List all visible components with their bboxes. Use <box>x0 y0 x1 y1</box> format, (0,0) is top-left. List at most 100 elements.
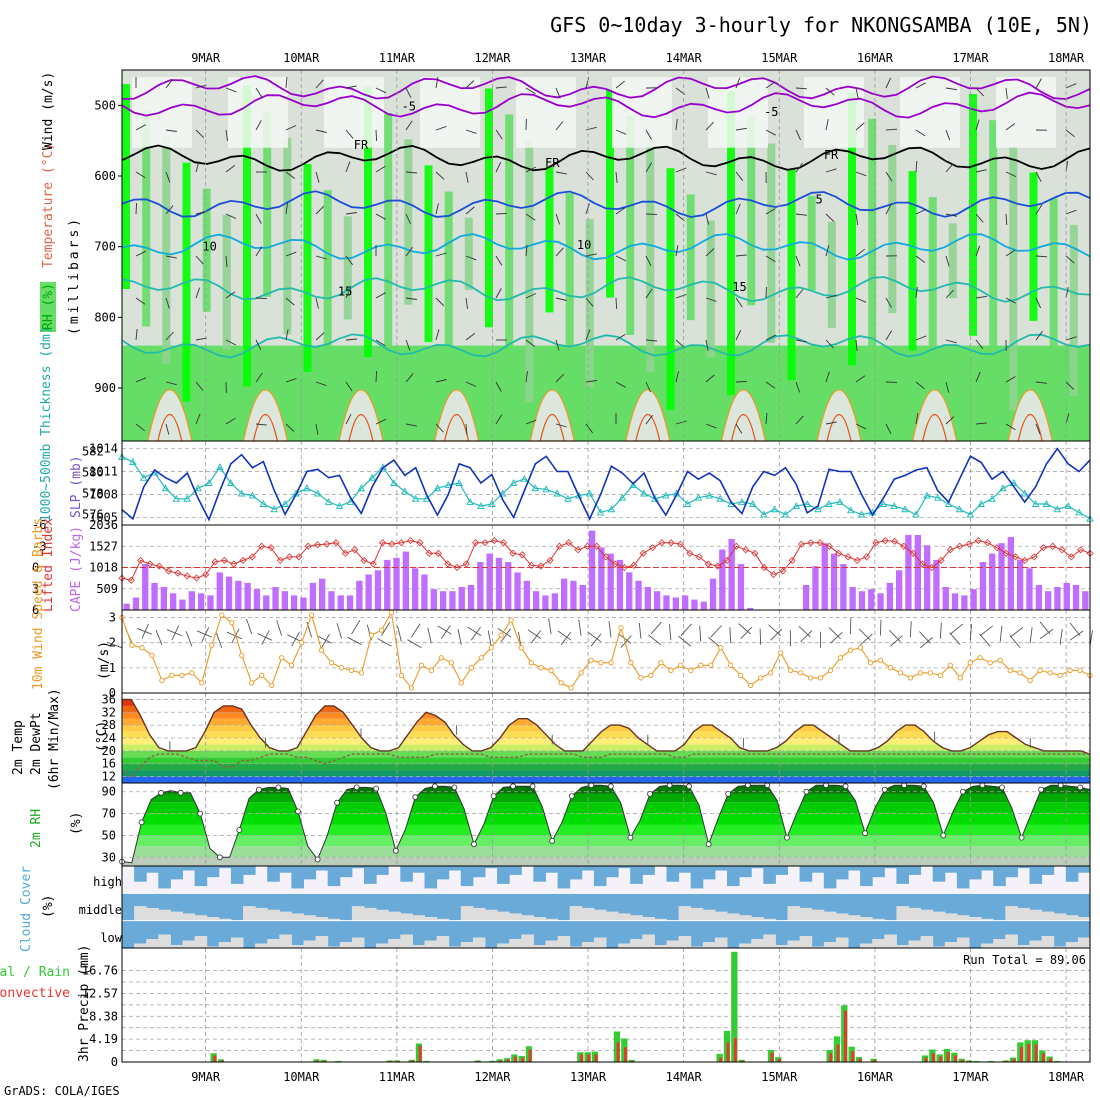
li-point-12 <box>230 560 238 568</box>
thickness-point-34 <box>488 500 496 507</box>
upper-wind-barb <box>645 288 653 299</box>
cape-bar-96 <box>1017 559 1024 610</box>
bottom-date-axis: 9MAR 10MAR 11MAR 12MAR 13MAR 14MAR 15MAR 16MAR 1… <box>191 1070 1085 1084</box>
cape-bar-7 <box>188 591 195 610</box>
precip-convective-bar-39 <box>411 1060 415 1062</box>
upper-wind-barb <box>525 339 536 347</box>
cloud-middle-bar-22 <box>388 911 401 921</box>
wind-speed-point-4 <box>159 677 165 684</box>
upper-wind-barb <box>765 255 776 263</box>
upper-wind-barb <box>525 371 528 383</box>
cloud-middle-bar-8 <box>218 918 232 921</box>
wind-speed-point-95 <box>1067 667 1073 674</box>
wind10m-barb-57 <box>678 635 692 647</box>
wind-speed-point-23 <box>348 667 355 674</box>
wind-speed-point-34 <box>458 680 464 686</box>
wind-speed-point-60 <box>718 645 724 651</box>
cloud-high-bar-30 <box>485 866 498 869</box>
precip-total-bar-83 <box>731 951 738 1062</box>
cape-bar-95 <box>1007 536 1014 610</box>
upper-wind-barb <box>645 381 651 393</box>
rh-point-46 <box>568 793 575 799</box>
wind10m-barb-68 <box>800 630 813 643</box>
thickness-point-49 <box>651 494 659 502</box>
wind10m-barb-80 <box>920 637 933 649</box>
slp-labels: 1000~500mb Thickness (dm) SLP (mb) <box>39 326 84 522</box>
upper-wind-barb <box>255 246 263 257</box>
cape-bar-2 <box>142 564 149 610</box>
wind-axis-label: 10m Wind Speed & Barbs <box>31 518 46 690</box>
thickness-point-45 <box>607 505 616 513</box>
cloud-low-bar-11 <box>255 943 268 948</box>
upper-wind-barb <box>195 255 204 265</box>
cloud-low-bar-72 <box>993 939 1006 948</box>
cloud-high-bar-36 <box>557 866 571 889</box>
cloud-high-bar-56 <box>799 866 813 882</box>
thickness-point-40 <box>553 489 561 497</box>
upper-wind-barb <box>195 84 207 89</box>
warm-column-8 <box>911 389 958 442</box>
top-date-label-7: 16MAR <box>857 51 894 65</box>
precip-convective-bar-125 <box>1042 1053 1045 1062</box>
cloud-middle-bar-68 <box>944 913 958 921</box>
warm-column-inner-8 <box>922 414 948 442</box>
li-point-32 <box>416 539 424 547</box>
cloud-middle-bar-4 <box>170 911 183 921</box>
rh-patch-9 <box>303 164 312 372</box>
rh-patch-24 <box>606 89 614 298</box>
upper-wind-barb <box>375 418 387 425</box>
wind-speed-point-62 <box>738 672 744 679</box>
upper-wind-barb <box>915 82 926 89</box>
upper-wind-barb <box>375 129 378 142</box>
cloud-low-bar-35 <box>545 940 559 948</box>
upper-wind-barb <box>1035 297 1042 309</box>
slp-tick-2: 1011 <box>89 465 118 479</box>
rh-band-0 <box>122 857 1090 866</box>
precip-convective-label: Convective <box>0 986 70 1001</box>
cape-bar-100 <box>1054 587 1061 610</box>
upper-wind-barb <box>735 423 743 434</box>
wind10m-barb-43 <box>548 618 552 635</box>
upper-wind-barb <box>495 288 502 299</box>
upper-wind-barb <box>435 252 447 257</box>
upper-wind-barb <box>705 87 710 99</box>
wind-speed-point-41 <box>528 660 534 666</box>
upper-wind-barb <box>465 333 476 341</box>
li-point-97 <box>1021 556 1029 564</box>
thickness-tick-0: 576 <box>82 508 104 522</box>
precip-tick-8: 16.76 <box>82 964 118 978</box>
cape-bar-90 <box>961 595 968 610</box>
wind-speed-point-45 <box>568 685 574 691</box>
cloud-high-bar-73 <box>1005 866 1018 878</box>
cloud-high-bar-52 <box>751 866 764 869</box>
li-point-0 <box>118 574 126 582</box>
temp-labels: 2m Temp 2m DewPt (6hr Min/Max) (°C) <box>11 688 110 790</box>
upper-wind-barb <box>825 245 830 257</box>
precip-convective-bar-99 <box>851 1051 855 1062</box>
upper-wind-barb <box>555 297 567 301</box>
wind10m-barb-52 <box>638 622 642 639</box>
upper-wind-barb <box>255 213 262 224</box>
li-point-29 <box>388 540 396 548</box>
wind10m-barb-85 <box>969 624 973 641</box>
rh-point-90 <box>999 784 1005 791</box>
thickness-point-11 <box>237 489 246 497</box>
wind-speed-point-42 <box>538 665 544 671</box>
precip-convective-bar-122 <box>1020 1046 1023 1062</box>
cloud-high-bar-58 <box>823 866 837 889</box>
rh-point-16 <box>275 784 282 791</box>
li-point-36 <box>453 563 461 572</box>
upper-wind-barb <box>615 80 625 89</box>
wind-speed-point-71 <box>827 667 834 674</box>
wind-speed-point-7 <box>189 670 195 676</box>
cape-bar-3 <box>151 582 158 610</box>
cloud-high-bar-32 <box>509 866 522 875</box>
rh-line <box>121 784 1091 864</box>
precip-convective-bar-81 <box>719 1057 723 1062</box>
rh-point-32 <box>431 783 438 790</box>
li-point-48 <box>565 539 573 547</box>
cloud-high-bar-60 <box>848 866 861 871</box>
cloud-middle-bar-3 <box>158 909 171 921</box>
cloud-middle-bar-47 <box>690 907 704 921</box>
wind-speed-point-24 <box>358 670 365 676</box>
